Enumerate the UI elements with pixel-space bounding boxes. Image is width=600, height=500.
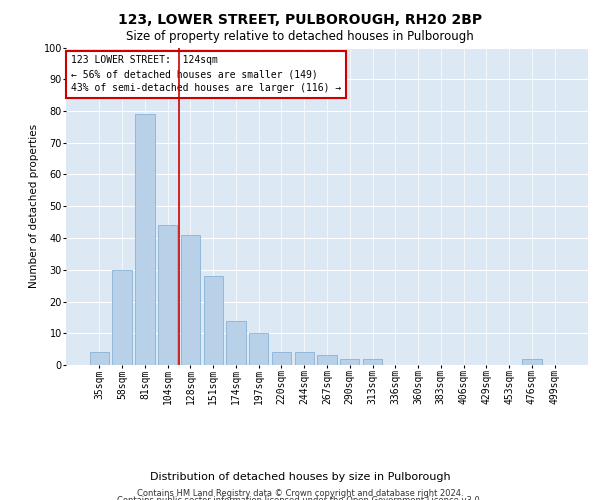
- Bar: [295, 352, 314, 365]
- Bar: [317, 356, 337, 365]
- Bar: [363, 358, 382, 365]
- Text: Size of property relative to detached houses in Pulborough: Size of property relative to detached ho…: [126, 30, 474, 43]
- Text: Contains HM Land Registry data © Crown copyright and database right 2024.: Contains HM Land Registry data © Crown c…: [137, 489, 463, 498]
- Bar: [181, 235, 200, 365]
- Bar: [112, 270, 132, 365]
- Bar: [226, 320, 245, 365]
- Bar: [340, 358, 359, 365]
- Y-axis label: Number of detached properties: Number of detached properties: [29, 124, 39, 288]
- Bar: [90, 352, 109, 365]
- Text: Contains public sector information licensed under the Open Government Licence v3: Contains public sector information licen…: [118, 496, 482, 500]
- Bar: [135, 114, 155, 365]
- Bar: [203, 276, 223, 365]
- Bar: [272, 352, 291, 365]
- Bar: [249, 333, 268, 365]
- Text: Distribution of detached houses by size in Pulborough: Distribution of detached houses by size …: [149, 472, 451, 482]
- Bar: [158, 226, 178, 365]
- Text: 123, LOWER STREET, PULBOROUGH, RH20 2BP: 123, LOWER STREET, PULBOROUGH, RH20 2BP: [118, 12, 482, 26]
- Text: 123 LOWER STREET:  124sqm
← 56% of detached houses are smaller (149)
43% of semi: 123 LOWER STREET: 124sqm ← 56% of detach…: [71, 56, 341, 94]
- Bar: [522, 358, 542, 365]
